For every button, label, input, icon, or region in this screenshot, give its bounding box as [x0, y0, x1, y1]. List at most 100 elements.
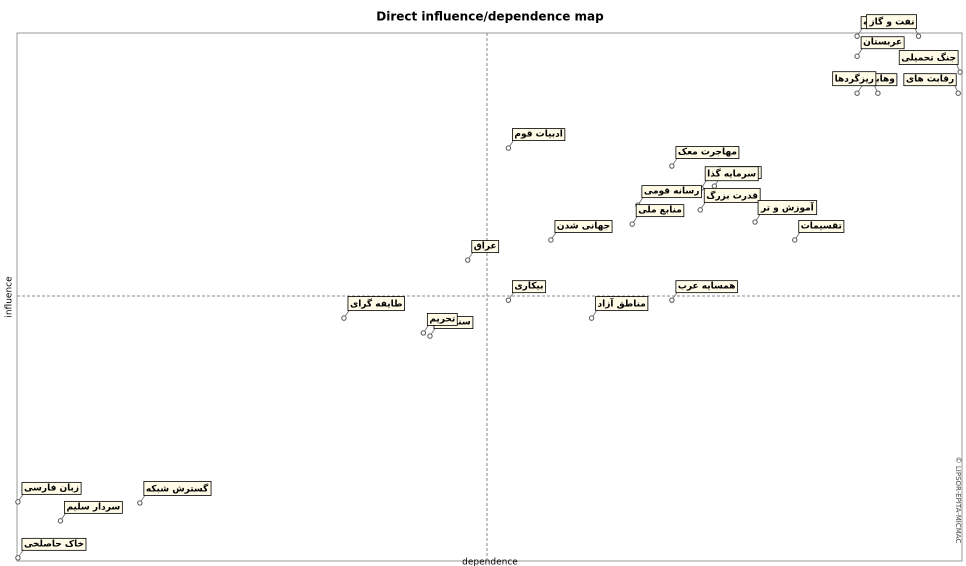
point [957, 69, 963, 75]
label-box [554, 220, 613, 233]
point [15, 499, 21, 505]
credit: © LIPSOR-EPITA-MICMAC [954, 457, 962, 544]
point-label-text: ادبیات قوم [514, 130, 562, 140]
label-box [903, 73, 957, 87]
point [548, 237, 554, 243]
point-label: قدرت بزرگ [703, 187, 761, 203]
point-label: منابع ملی [635, 204, 685, 218]
point [420, 330, 427, 336]
label-box [704, 166, 759, 182]
point [629, 221, 635, 227]
label-box [21, 537, 87, 551]
point-label: عراق [471, 240, 500, 253]
point-label-text: مهاجرت معک [678, 148, 737, 158]
label-box [675, 146, 740, 159]
point-label-text: نفت و گاز [868, 16, 914, 28]
point [854, 90, 860, 96]
label-box [635, 204, 685, 218]
label-box [595, 296, 649, 312]
point [669, 297, 675, 303]
point-label: بیکاری [512, 280, 546, 294]
point-label-text: قدرت بزرگ [706, 189, 758, 201]
point-label-text: همسایه عرب [678, 282, 736, 292]
point [465, 257, 471, 263]
label-box [641, 185, 702, 199]
point-label: طایفه گرای [347, 296, 405, 312]
point-label: زبان فارسی [21, 481, 82, 495]
label-box [512, 128, 566, 142]
label-box [347, 296, 405, 312]
point [137, 500, 143, 506]
point [57, 518, 64, 524]
point-label-text: عربستان [863, 38, 902, 48]
point-label: خاک حاصلخی [21, 537, 87, 551]
point-label: تقسیمات [798, 220, 845, 233]
point-label: مناطق آزاد [595, 296, 649, 312]
label-box [471, 240, 500, 253]
x-axis-label: dependence [462, 558, 518, 566]
label-box [860, 36, 905, 50]
point [875, 90, 881, 96]
label-box [757, 200, 818, 215]
point [15, 555, 21, 561]
point [341, 315, 347, 321]
point-label-text: تقسیمات [801, 221, 842, 231]
point-label: رسانه قومی [641, 185, 702, 199]
point-label-text: عراق [474, 242, 497, 252]
point [711, 183, 718, 189]
plot-frame [16, 32, 963, 562]
point-label: سرمایه گذا [704, 166, 759, 182]
label-box [703, 187, 761, 203]
point-label-text: طایفه گرای [350, 298, 402, 310]
point-label: آموزش و تر [757, 200, 818, 215]
chart-title: Direct influence/dependence map [376, 10, 604, 24]
label-box [898, 50, 959, 65]
point-label-text: رقابت های [906, 75, 954, 85]
point [505, 297, 512, 303]
point-label-text: منابع ملی [638, 206, 682, 216]
label-box [64, 500, 123, 514]
point [588, 315, 595, 321]
point [792, 237, 798, 243]
point-label: همسایه عرب [675, 280, 738, 294]
point-label: گسترش شبکه [143, 481, 212, 496]
point-label-text: جهانی شدن [557, 221, 610, 231]
point [427, 333, 433, 339]
point-label: جنگ تحمیلی [898, 50, 959, 65]
label-box [832, 71, 877, 87]
label-box [675, 280, 738, 294]
label-box [798, 220, 845, 233]
point-label-text: بیکاری [514, 282, 543, 292]
point-label: نفت و گاز [866, 14, 917, 30]
point-label: عربستان [860, 36, 905, 50]
point [854, 53, 860, 59]
point-label-text: وهابیت [863, 75, 895, 85]
point [955, 90, 961, 96]
point-label: رقابت های [903, 73, 957, 87]
point-label-text: مناطق آزاد [598, 298, 646, 310]
point-label-text: سردار سلیم [66, 502, 120, 512]
point [697, 207, 703, 213]
label-box [866, 14, 917, 30]
point-label-text: تحریم [429, 314, 455, 324]
label-box [426, 313, 458, 326]
point [669, 163, 675, 169]
point [915, 33, 922, 39]
label-box [21, 481, 82, 495]
point-label: سردار سلیم [64, 500, 123, 514]
point-label: ادبیات قوم [512, 128, 566, 142]
point [854, 33, 860, 39]
point [505, 145, 512, 151]
point-label-text: خاک حاصلخی [24, 539, 84, 549]
point-label: جهانی شدن [554, 220, 613, 233]
point-label-text: ریزگردها [835, 73, 874, 85]
point-label: مهاجرت معک [675, 146, 740, 159]
point-label-text: رسانه قومی [644, 187, 700, 197]
point-label: تحریم [426, 313, 458, 326]
point-label-text: زبان فارسی [24, 483, 79, 493]
label-box [143, 481, 212, 496]
point [752, 219, 758, 225]
point-label-text: گسترش شبکه [146, 482, 209, 494]
point-label-text: جنگ تحمیلی [901, 52, 956, 64]
